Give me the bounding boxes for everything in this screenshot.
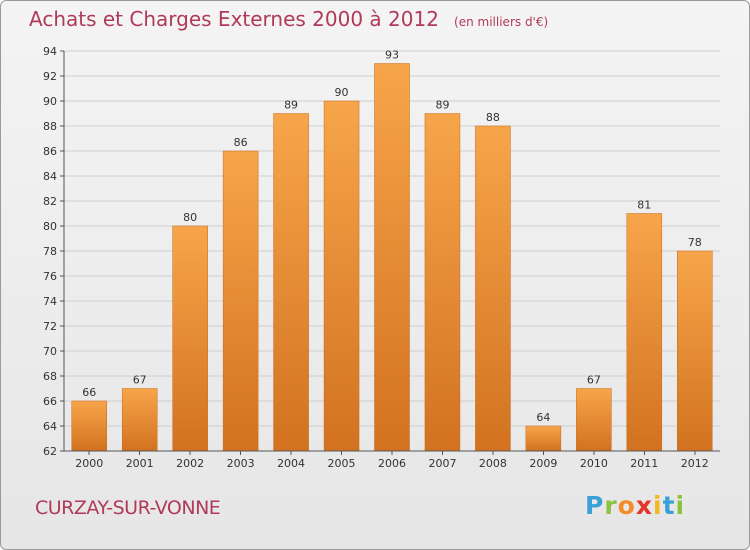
y-tick-label: 82 [43, 195, 57, 208]
y-tick-label: 94 [43, 45, 57, 58]
bars: 66 67 80 86 89 90 93 89 88 64 67 81 78 [71, 49, 713, 452]
x-tick-label: 2012 [681, 457, 709, 470]
city-name: CURZAY-SUR-VONNE [35, 497, 221, 519]
proxiti-logo: Proxiti [585, 491, 685, 520]
logo-letter: i [675, 491, 686, 520]
bar-2001 [121, 388, 158, 452]
x-tick-label: 2008 [479, 457, 507, 470]
x-tick-label: 2011 [630, 457, 658, 470]
bar-value-label: 86 [234, 136, 248, 149]
y-tick-label: 76 [43, 270, 57, 283]
bar-value-label: 89 [435, 99, 449, 112]
bar-2008 [475, 125, 511, 452]
x-tick-label: 2009 [529, 457, 557, 470]
x-tick-label: 2006 [378, 457, 406, 470]
y-tick-label: 88 [43, 120, 57, 133]
bar-value-label: 90 [335, 86, 349, 99]
x-tick-label: 2002 [176, 457, 204, 470]
x-tick-label: 2004 [277, 457, 305, 470]
logo-letter: t [662, 491, 676, 520]
bar-value-label: 89 [284, 99, 298, 112]
bar-value-label: 80 [183, 211, 197, 224]
x-tick-label: 2010 [580, 457, 608, 470]
chart-title-unit: (en milliers d'€) [454, 15, 549, 29]
x-tick-label: 2000 [75, 457, 103, 470]
bar-value-label: 88 [486, 111, 500, 124]
y-tick-label: 84 [43, 170, 57, 183]
axes: 62 64 66 68 70 72 74 76 78 80 82 84 86 88 90 92 94 2000 20… [43, 45, 720, 470]
bar-2005 [323, 100, 360, 452]
x-tick-label: 2007 [428, 457, 456, 470]
bar-value-label: 67 [587, 374, 601, 387]
y-tick-label: 80 [43, 220, 57, 233]
y-tick-label: 68 [43, 370, 57, 383]
y-tick-label: 78 [43, 245, 57, 258]
chart-title-main: Achats et Charges Externes 2000 à 2012 [29, 7, 439, 31]
logo-letter: o [617, 491, 636, 520]
y-tick-label: 62 [43, 445, 57, 458]
bar-2010 [576, 388, 612, 452]
bar-2006 [374, 63, 410, 452]
y-tick-label: 92 [43, 70, 57, 83]
bar-2012 [677, 250, 713, 452]
bar-value-label: 78 [688, 236, 702, 249]
y-tick-label: 86 [43, 145, 57, 158]
bar-2002 [172, 225, 208, 452]
y-tick-label: 70 [43, 345, 57, 358]
bar-2000 [71, 400, 107, 452]
logo-letter: P [585, 491, 605, 520]
logo-letter: i [653, 491, 663, 520]
y-tick-label: 90 [43, 95, 57, 108]
bar-value-label: 66 [82, 386, 96, 399]
logo-letter: r [604, 491, 618, 520]
x-tick-label: 2003 [227, 457, 255, 470]
bar-value-label: 81 [637, 199, 651, 212]
bar-value-label: 64 [536, 411, 550, 424]
bar-value-label: 67 [133, 374, 147, 387]
y-tick-label: 74 [43, 295, 57, 308]
bar-2003 [222, 150, 259, 452]
y-tick-label: 72 [43, 320, 57, 333]
bar-2007 [424, 113, 461, 452]
bar-2011 [626, 213, 663, 452]
bar-value-label: 93 [385, 49, 399, 62]
bar-2009 [525, 425, 562, 452]
y-tick-label: 66 [43, 395, 57, 408]
x-tick-label: 2005 [328, 457, 356, 470]
logo-letter: x [635, 491, 653, 520]
x-tick-label: 2001 [126, 457, 154, 470]
chart-title: Achats et Charges Externes 2000 à 2012 (… [29, 7, 548, 31]
y-tick-label: 64 [43, 420, 57, 433]
bar-2004 [273, 113, 309, 452]
